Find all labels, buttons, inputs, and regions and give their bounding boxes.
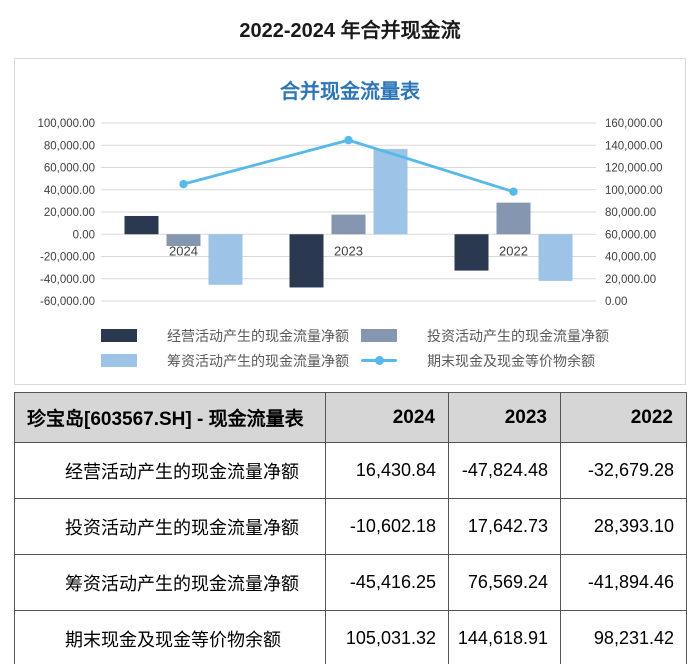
- legend-row: 筹资活动产生的现金流量净额 期末现金及现金等价物余额: [101, 353, 641, 369]
- left-axis-tick: -40,000.00: [40, 274, 95, 286]
- line-marker-icon: [361, 354, 397, 367]
- chart-legend: 经营活动产生的现金流量净额 投资活动产生的现金流量净额 筹资活动产生的现金流量净…: [101, 328, 641, 379]
- right-axis-tick: 60,000.00: [605, 229, 656, 241]
- page-title: 2022-2024 年合并现金流: [239, 20, 461, 42]
- right-axis-tick: 160,000.00: [605, 118, 663, 130]
- row-label: 投资活动产生的现金流量净额: [14, 498, 326, 555]
- bar-2022-series-2: [538, 234, 573, 281]
- value-cell: -32,679.28: [560, 442, 687, 499]
- legend-label: 投资活动产生的现金流量净额: [427, 327, 609, 344]
- left-axis-tick: 40,000.00: [44, 185, 95, 197]
- table-row: 筹资活动产生的现金流量净额 -45,416.25 76,569.24 -41,8…: [14, 554, 687, 611]
- bar-2024-series-2: [208, 234, 243, 285]
- left-axis-tick: 20,000.00: [44, 207, 95, 219]
- table-row: 经营活动产生的现金流量净额 16,430.84 -47,824.48 -32,6…: [14, 442, 687, 499]
- legend-item-financing: 筹资活动产生的现金流量净额: [101, 351, 361, 371]
- left-axis-tick: -60,000.00: [40, 296, 95, 308]
- value-cell: 17,642.73: [448, 498, 561, 555]
- year-header: 2022: [560, 392, 687, 443]
- operating-swatch-icon: [101, 329, 137, 342]
- bar-2022-series-1: [496, 202, 531, 235]
- line-series: [183, 138, 514, 194]
- row-label: 期末现金及现金等价物余额: [14, 610, 326, 664]
- row-label: 筹资活动产生的现金流量净额: [14, 554, 326, 611]
- legend-row: 经营活动产生的现金流量净额 投资活动产生的现金流量净额: [101, 328, 641, 344]
- chart-title: 合并现金流量表: [280, 81, 420, 103]
- left-axis-tick: 0.00: [73, 229, 95, 241]
- cashflow-table: 珍宝岛[603567.SH] - 现金流量表 2024 2023 2022 经营…: [14, 392, 687, 664]
- right-axis-tick: 20,000.00: [605, 274, 656, 286]
- left-axis-tick: -20,000.00: [40, 252, 95, 264]
- chart-card: 合并现金流量表 100,000.00 160,000.00 80,000.00 140…: [14, 58, 686, 385]
- right-axis-tick: 40,000.00: [605, 252, 656, 264]
- marker-dot: [375, 356, 384, 365]
- category-label: 2023: [334, 243, 363, 258]
- table-header-row: 珍宝岛[603567.SH] - 现金流量表 2024 2023 2022: [14, 392, 687, 443]
- right-axis-tick: 0.00: [605, 296, 627, 308]
- bar-2023-series-0: [289, 234, 324, 288]
- right-axis-tick: 140,000.00: [605, 140, 663, 152]
- value-cell: -45,416.25: [325, 554, 449, 611]
- legend-item-operating: 经营活动产生的现金流量净额: [101, 326, 361, 346]
- left-axis-tick: 80,000.00: [44, 140, 95, 152]
- legend-item-ending-cash: 期末现金及现金等价物余额: [361, 351, 621, 371]
- value-cell: -41,894.46: [560, 554, 687, 611]
- bar-2024-series-1: [166, 234, 201, 247]
- right-axis-tick: 100,000.00: [605, 185, 663, 197]
- table-row: 投资活动产生的现金流量净额 -10,602.18 17,642.73 28,39…: [14, 498, 687, 555]
- value-cell: 144,618.91: [448, 610, 561, 664]
- year-header: 2023: [448, 392, 561, 443]
- investing-swatch-icon: [361, 329, 397, 342]
- cashflow-combo-chart: 100,000.00 160,000.00 80,000.00 140,000.00 6…: [37, 118, 663, 308]
- value-cell: 28,393.10: [560, 498, 687, 555]
- left-axis-tick: 60,000.00: [44, 163, 95, 175]
- value-cell: -47,824.48: [448, 442, 561, 499]
- category-label: 2022: [499, 243, 528, 258]
- bar-2023-series-1: [331, 214, 366, 235]
- line-point: [344, 135, 353, 145]
- legend-label: 经营活动产生的现金流量净额: [167, 327, 349, 344]
- table-title: 珍宝岛[603567.SH] - 现金流量表: [14, 392, 326, 443]
- row-label: 经营活动产生的现金流量净额: [14, 442, 326, 499]
- line-point: [179, 179, 188, 189]
- value-cell: 76,569.24: [448, 554, 561, 611]
- legend-item-investing: 投资活动产生的现金流量净额: [361, 326, 621, 346]
- value-cell: 16,430.84: [325, 442, 449, 499]
- year-header: 2024: [325, 392, 449, 443]
- bar-2024-series-0: [124, 215, 159, 235]
- financing-swatch-icon: [101, 354, 137, 367]
- line-point: [509, 187, 518, 196]
- value-cell: 105,031.32: [325, 610, 449, 664]
- left-axis-tick: 100,000.00: [37, 118, 95, 130]
- table-row: 期末现金及现金等价物余额 105,031.32 144,618.91 98,23…: [14, 610, 687, 664]
- bar-2022-series-0: [454, 234, 489, 271]
- value-cell: 98,231.42: [560, 610, 687, 664]
- bar-2023-series-2: [373, 149, 408, 235]
- category-label: 2024: [169, 243, 198, 258]
- legend-label: 筹资活动产生的现金流量净额: [167, 352, 349, 369]
- right-axis-tick: 80,000.00: [605, 207, 656, 219]
- legend-label: 期末现金及现金等价物余额: [427, 352, 595, 369]
- value-cell: -10,602.18: [325, 498, 449, 555]
- right-axis-tick: 120,000.00: [605, 163, 663, 175]
